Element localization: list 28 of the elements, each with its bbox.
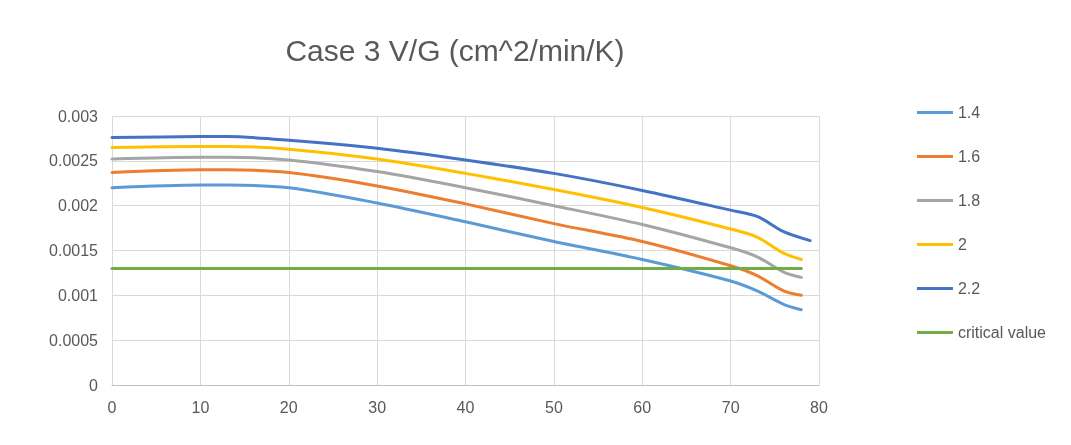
legend-label: 2 bbox=[957, 236, 967, 253]
line-series bbox=[110, 155, 803, 279]
y-tick-label: 0.001 bbox=[57, 286, 99, 304]
chart-title: Case 3 V/G (cm^2/min/K) bbox=[285, 33, 625, 67]
y-tick-label: 0.0015 bbox=[49, 242, 99, 259]
line-series bbox=[110, 168, 803, 297]
x-tick-label: 30 bbox=[368, 398, 387, 416]
x-tick-label: 70 bbox=[721, 398, 740, 416]
y-tick-label: 0 bbox=[89, 376, 99, 394]
x-tick-label: 40 bbox=[456, 398, 475, 416]
line-series bbox=[110, 144, 803, 261]
legend-label: 1.8 bbox=[957, 192, 981, 209]
legend-label: 1.4 bbox=[957, 104, 981, 121]
y-tick-label: 0.003 bbox=[57, 107, 99, 125]
x-tick-label: 0 bbox=[107, 398, 117, 416]
legend-label: critical value bbox=[957, 324, 1047, 341]
x-tick-label: 20 bbox=[279, 398, 298, 416]
x-tick-label: 50 bbox=[544, 398, 563, 416]
y-tick-label: 0.0005 bbox=[49, 331, 99, 349]
y-tick-label: 0.0025 bbox=[49, 152, 99, 170]
x-tick-label: 60 bbox=[633, 398, 652, 416]
line-series bbox=[110, 183, 803, 312]
line-series bbox=[110, 135, 812, 243]
legend-label: 2.2 bbox=[957, 280, 981, 297]
x-tick-label: 80 bbox=[810, 398, 828, 416]
x-tick-label: 10 bbox=[191, 398, 210, 416]
legend-label: 1.6 bbox=[957, 148, 981, 165]
y-tick-label: 0.002 bbox=[57, 197, 99, 215]
